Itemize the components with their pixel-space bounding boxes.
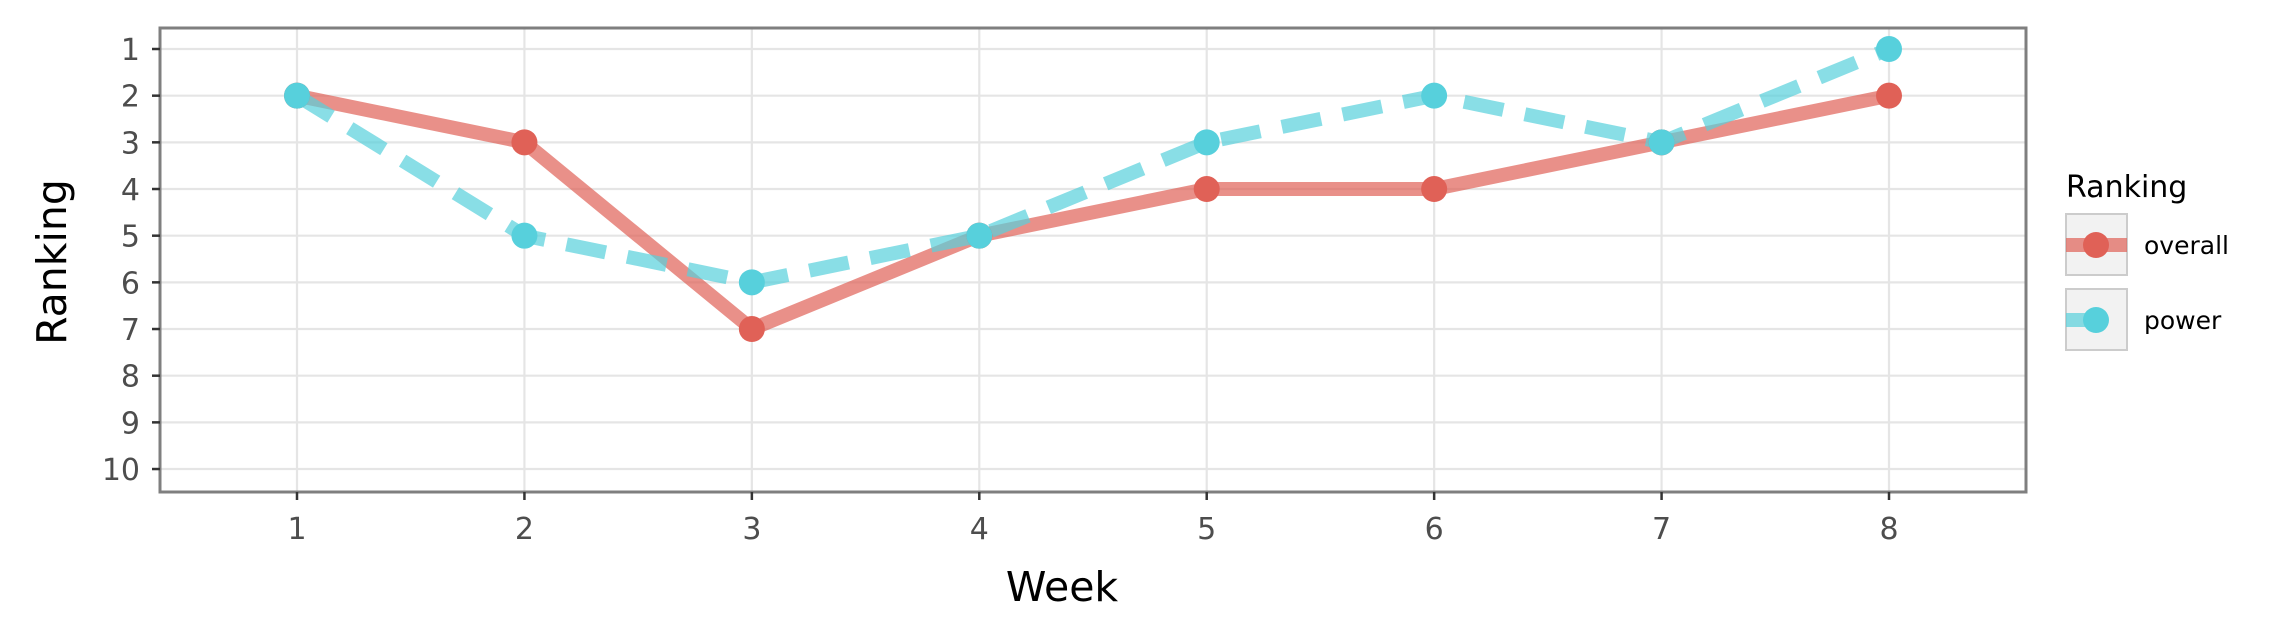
x-axis-ticks: 1 2 3 4 5 6 7 8 <box>287 492 1899 547</box>
x-tick-label: 8 <box>1879 512 1898 547</box>
legend: Ranking overall power <box>2065 170 2229 351</box>
legend-item-power: power <box>2065 288 2222 351</box>
y-tick-label: 8 <box>121 360 140 395</box>
data-point-power <box>511 222 538 249</box>
x-tick-label: 1 <box>287 512 306 547</box>
data-point-power <box>966 222 993 249</box>
data-point-power <box>738 269 765 296</box>
data-point-power <box>1421 82 1448 109</box>
series-lines <box>293 42 1892 336</box>
y-tick-label: 9 <box>121 406 140 441</box>
y-tick-label: 1 <box>121 33 140 68</box>
y-tick-label: 10 <box>102 453 140 488</box>
x-tick-label: 2 <box>515 512 534 547</box>
legend-item-overall: overall <box>2065 213 2229 276</box>
x-tick-label: 6 <box>1425 512 1444 547</box>
y-tick-label: 5 <box>121 220 140 255</box>
data-points <box>284 36 1903 343</box>
data-point-overall <box>1193 176 1220 203</box>
y-tick-label: 6 <box>121 266 140 301</box>
legend-label-power: power <box>2144 306 2222 335</box>
x-tick-label: 3 <box>742 512 761 547</box>
x-tick-label: 7 <box>1652 512 1671 547</box>
y-tick-label: 7 <box>121 313 140 348</box>
series-line-power <box>293 42 1892 290</box>
x-axis-title: Week <box>1006 563 1119 611</box>
grid-lines <box>160 28 2026 492</box>
legend-key-marker <box>2083 232 2109 258</box>
y-tick-label: 2 <box>121 80 140 115</box>
y-axis-ticks: 1 2 3 4 5 6 7 8 9 10 <box>102 33 160 488</box>
plot-panel <box>160 28 2026 492</box>
data-point-power <box>284 82 310 109</box>
data-point-overall <box>738 316 765 343</box>
legend-entries: overall power <box>2065 213 2229 351</box>
legend-title: Ranking <box>2066 170 2187 205</box>
data-point-overall <box>1421 176 1448 203</box>
legend-key-marker <box>2083 307 2109 333</box>
y-tick-label: 3 <box>121 126 140 161</box>
series-line-overall <box>295 88 1891 336</box>
y-tick-label: 4 <box>121 173 140 208</box>
plot-border <box>158 26 2028 494</box>
data-point-power <box>1648 129 1675 156</box>
data-point-power <box>1876 36 1903 62</box>
data-point-overall <box>1876 82 1903 109</box>
legend-label-overall: overall <box>2144 231 2229 260</box>
x-tick-label: 5 <box>1197 512 1216 547</box>
data-point-power <box>1193 129 1220 156</box>
y-axis-title: Ranking <box>28 179 76 345</box>
x-tick-label: 4 <box>970 512 989 547</box>
data-point-overall <box>511 129 538 156</box>
